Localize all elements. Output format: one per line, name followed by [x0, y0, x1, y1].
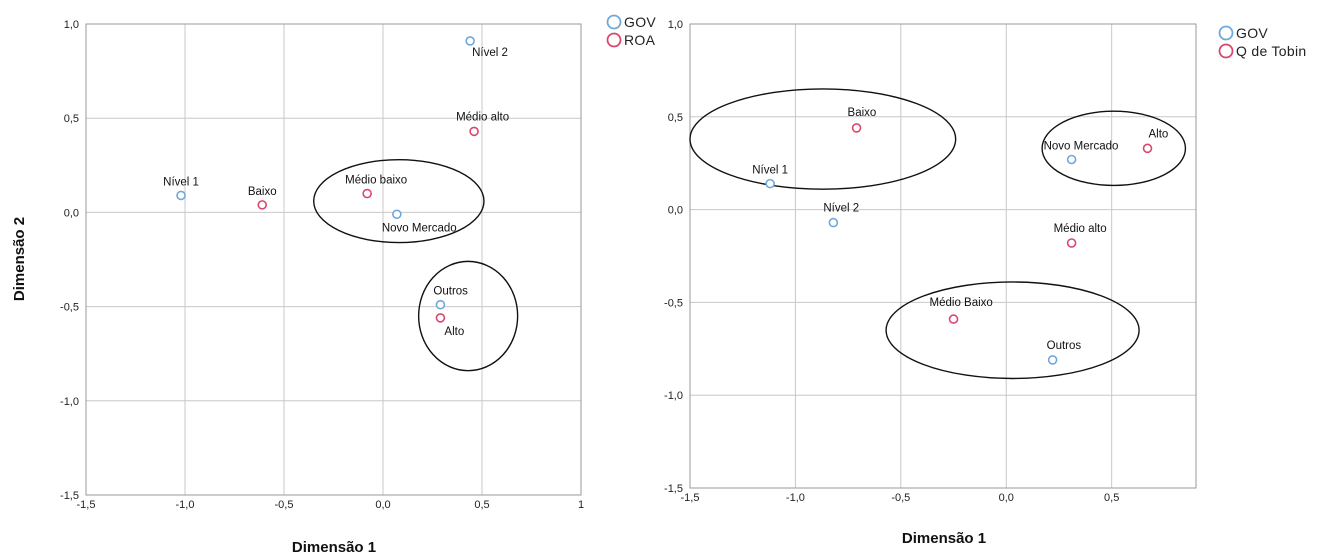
point-label: Nível 1 — [752, 165, 788, 177]
x-tick-label: -1,5 — [681, 492, 700, 504]
scatter-point — [948, 314, 959, 324]
scatter-point — [362, 188, 372, 199]
x-tick-label: 1 — [578, 499, 584, 511]
cluster-ellipse — [689, 88, 957, 190]
x-tick-label: -0,5 — [891, 492, 910, 504]
y-tick-label: -0,5 — [60, 302, 79, 314]
legend-label: GOV — [1236, 25, 1268, 41]
y-tick-label: 0,5 — [668, 112, 683, 124]
point-label: Baixo — [848, 107, 877, 119]
y-tick-label: -1,0 — [664, 390, 683, 402]
scatter-point — [1142, 143, 1153, 154]
scatter-point — [1066, 238, 1077, 248]
y-tick-label: -1,0 — [60, 396, 79, 408]
point-label: Novo Mercado — [1044, 140, 1119, 152]
x-tick-label: 0,5 — [474, 499, 489, 511]
x-tick-label: -1,5 — [77, 499, 96, 511]
legend-marker — [606, 32, 622, 48]
scatter-point — [465, 36, 475, 46]
x-tick-label: 0,5 — [1104, 492, 1119, 504]
point-label: Novo Mercado — [382, 222, 457, 234]
cluster-ellipse — [885, 281, 1140, 380]
legend-label: Q de Tobin — [1236, 43, 1306, 59]
point-label: Médio Baixo — [930, 297, 993, 309]
scatter-point — [828, 217, 839, 228]
legend-marker — [1218, 43, 1234, 59]
point-label: Nível 1 — [163, 176, 199, 188]
y-tick-label: 0,5 — [64, 113, 79, 125]
y-tick-label: -1,5 — [664, 483, 683, 495]
scatter-point — [435, 299, 446, 310]
y-tick-label: 1,0 — [668, 19, 683, 31]
scatter-point — [435, 313, 446, 323]
x-tick-label: 0,0 — [375, 499, 390, 511]
y-axis-title: Dimensão 2 — [11, 217, 28, 301]
point-label: Baixo — [248, 186, 277, 198]
scatter-point — [851, 123, 862, 133]
chart-roa-gov: -1,5 -1,0 -0,5 0,0 0,5 1 -1,5 -1,0 -0,5 0,0 0,5 1,0… — [11, 14, 656, 556]
point-label: Alto — [1149, 128, 1169, 140]
x-axis-title: Dimensão 1 — [292, 539, 376, 556]
scatter-point — [176, 190, 186, 201]
point-label: Médio alto — [1054, 223, 1107, 235]
legend-label: ROA — [624, 32, 656, 48]
point-label: Médio alto — [456, 111, 509, 123]
scatter-point — [469, 126, 479, 137]
cluster-ellipse — [1041, 110, 1187, 187]
legend-label: GOV — [624, 14, 656, 30]
scatter-point — [257, 200, 268, 210]
point-label: Nível 2 — [472, 47, 508, 59]
x-axis-title: Dimensão 1 — [902, 530, 986, 547]
point-label: Outros — [433, 286, 468, 298]
legend-marker — [1218, 25, 1234, 41]
x-tick-label: -1,0 — [786, 492, 805, 504]
legend-marker — [606, 14, 622, 30]
point-label: Médio baixo — [345, 175, 407, 187]
point-label: Nível 2 — [823, 203, 859, 215]
scatter-point — [765, 178, 775, 189]
plot-frame — [85, 23, 582, 496]
cluster-ellipse — [417, 260, 519, 372]
chart-tobin-gov: -1,5 -1,0 -0,5 0,0 0,5 -1,5 -1,0 -0,5 0,0 0,5 1,0 D… — [664, 19, 1306, 547]
y-tick-label: 1,0 — [64, 19, 79, 31]
y-tick-label: -0,5 — [664, 297, 683, 309]
scatter-point — [392, 209, 402, 220]
scatter-point — [1066, 154, 1077, 165]
scatter-point — [1047, 355, 1058, 365]
point-label: Alto — [444, 326, 464, 338]
cluster-ellipse — [313, 158, 485, 244]
y-tick-label: -1,5 — [60, 490, 79, 502]
x-tick-label: 0,0 — [999, 492, 1014, 504]
x-tick-label: -1,0 — [176, 499, 195, 511]
point-label: Outros — [1047, 340, 1082, 352]
y-tick-label: 0,0 — [64, 207, 79, 219]
plot-frame — [689, 23, 1197, 489]
x-tick-label: -0,5 — [275, 499, 294, 511]
y-tick-label: 0,0 — [668, 205, 683, 217]
